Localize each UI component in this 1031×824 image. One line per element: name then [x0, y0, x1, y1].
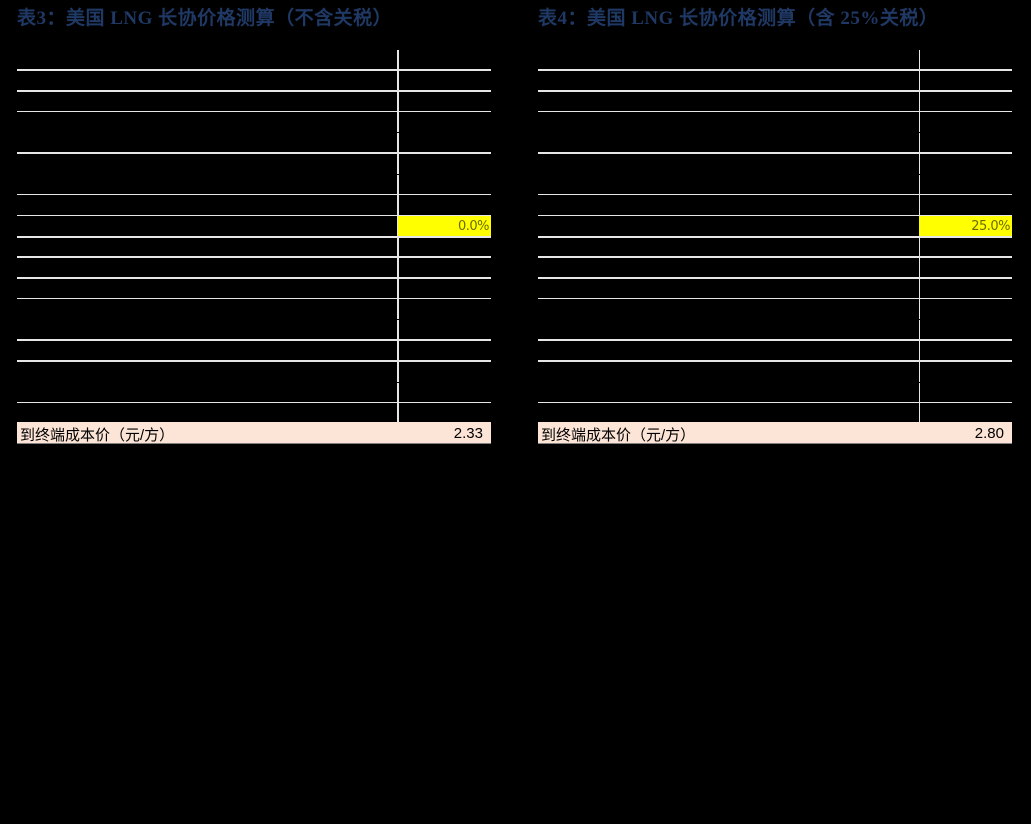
- row-rule: [538, 402, 1012, 403]
- row-rule: [17, 111, 491, 112]
- tariff-rate-cell[interactable]: 0.0%: [398, 216, 491, 236]
- table-title: 表4：美国 LNG 长协价格测算（含 25%关税）: [538, 8, 939, 29]
- row-rule: [538, 90, 1012, 92]
- row-rule: [17, 236, 491, 238]
- row-rule: [538, 360, 1012, 362]
- row-rule: [538, 277, 1012, 279]
- row-rule: [538, 69, 1012, 71]
- column-divider: [397, 175, 399, 319]
- total-cost-row: 到终端成本价（元/方） 2.80: [538, 422, 1012, 444]
- row-rule: [538, 152, 1012, 154]
- row-rule: [538, 236, 1012, 238]
- total-cost-value: 2.33: [453, 425, 483, 442]
- row-rule: [538, 339, 1012, 341]
- table-title: 表3：美国 LNG 长协价格测算（不含关税）: [17, 8, 393, 29]
- row-rule: [17, 360, 491, 362]
- total-cost-row: 到终端成本价（元/方） 2.33: [17, 422, 491, 444]
- total-cost-label: 到终端成本价（元/方）: [541, 427, 696, 444]
- row-rule: [17, 215, 491, 216]
- row-rule: [17, 277, 491, 279]
- table-3-no-tariff: 表3：美国 LNG 长协价格测算（不含关税） 0.0% 到终端成本价（元/方） …: [17, 0, 493, 450]
- column-divider: [919, 175, 920, 319]
- row-rule: [538, 256, 1012, 258]
- row-rule: [17, 194, 491, 195]
- row-rule: [17, 298, 491, 299]
- row-rule: [17, 402, 491, 403]
- row-rule: [538, 194, 1012, 195]
- column-divider: [919, 320, 920, 382]
- row-rule: [17, 152, 491, 154]
- row-rule: [17, 90, 491, 92]
- total-cost-label: 到终端成本价（元/方）: [20, 427, 175, 444]
- table-4-with-tariff: 表4：美国 LNG 长协价格测算（含 25%关税） 25.0% 到终端成本价（元…: [538, 0, 1014, 450]
- column-divider: [397, 320, 399, 382]
- row-rule: [538, 111, 1012, 112]
- total-cost-value: 2.80: [974, 425, 1004, 442]
- tariff-rate-cell[interactable]: 25.0%: [919, 216, 1012, 236]
- row-rule: [17, 69, 491, 71]
- row-rule: [17, 339, 491, 341]
- row-rule: [538, 215, 1012, 216]
- row-rule: [17, 256, 491, 258]
- row-rule: [538, 298, 1012, 299]
